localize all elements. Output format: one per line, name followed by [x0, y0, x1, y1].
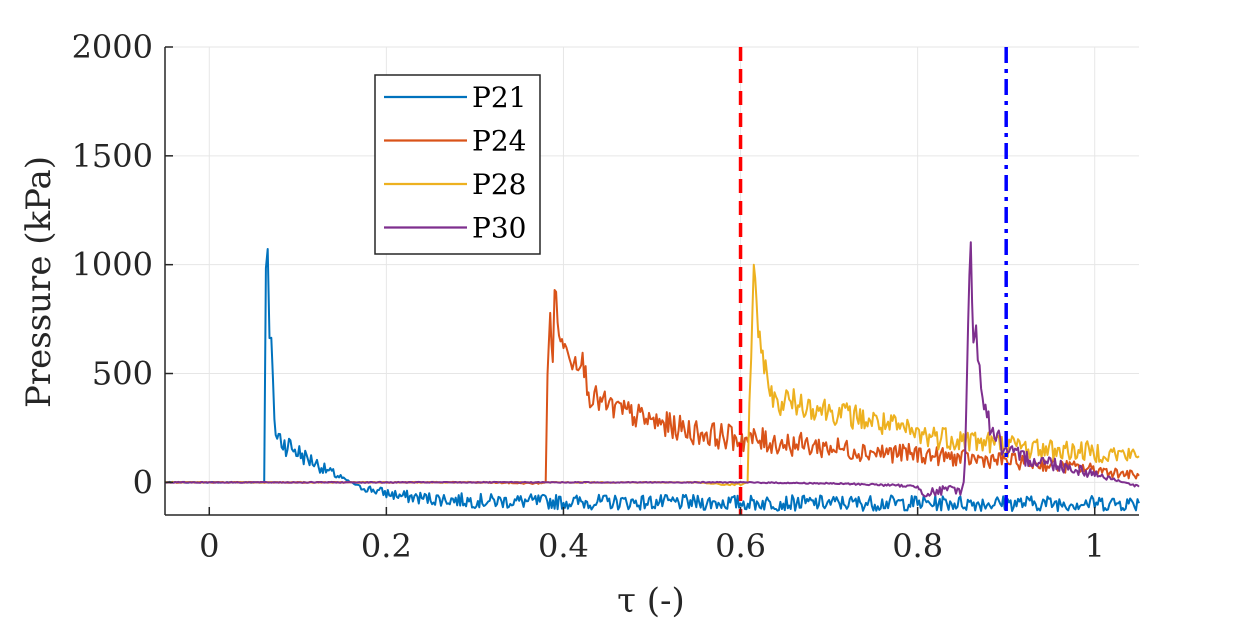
grid [165, 46, 1139, 515]
x-tick-label: 0.2 [361, 527, 412, 565]
legend-label-p21: P21 [472, 81, 526, 114]
x-tick-label: 0.6 [715, 527, 766, 565]
x-tick-label: 0.8 [892, 527, 943, 565]
series-line-p21 [164, 248, 1140, 513]
y-tick-label: 1500 [72, 137, 153, 175]
series-line-p30 [164, 241, 1140, 498]
axes [164, 47, 1139, 516]
y-tick-label: 500 [92, 355, 153, 393]
legend-box [374, 74, 541, 255]
x-tick-label: 1 [1085, 527, 1105, 565]
legend-label-p30: P30 [472, 212, 526, 245]
annotations [738, 47, 1008, 515]
x-axis-label: τ (-) [617, 581, 685, 621]
y-tick-label: 2000 [72, 28, 153, 66]
y-tick-label: 1000 [72, 246, 153, 284]
legend-label-p24: P24 [472, 125, 526, 158]
x-tick-label: 0 [199, 527, 219, 565]
plot-area [164, 241, 1140, 513]
legend: P21 P24 P28 P30 [374, 74, 541, 255]
x-tick-label: 0.4 [538, 527, 589, 565]
tick-labels: 0 0.2 0.4 0.6 0.8 1 0 500 1000 1500 2000 [72, 28, 1105, 565]
series-line-p28 [165, 263, 1140, 487]
legend-label-p28: P28 [472, 168, 526, 201]
y-axis-label: Pressure (kPa) [19, 156, 59, 408]
y-tick-label: 0 [133, 463, 153, 501]
